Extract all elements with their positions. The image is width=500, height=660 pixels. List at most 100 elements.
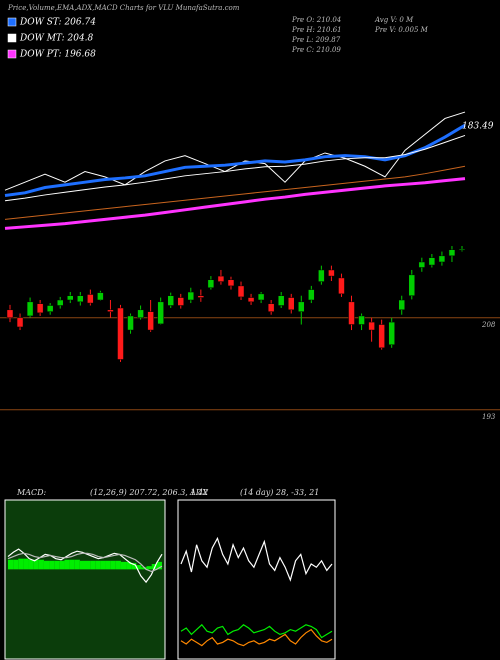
- stat-label: Avg V: 0 M: [374, 16, 414, 24]
- histogram-bar: [90, 560, 96, 570]
- histogram-bar: [74, 559, 80, 570]
- y-tick-label: 193: [482, 413, 496, 421]
- histogram-bar: [8, 559, 14, 570]
- candle-body: [368, 321, 375, 331]
- annotation: 183.49: [462, 122, 494, 132]
- histogram-bar: [18, 558, 24, 570]
- candle-body: [418, 261, 426, 268]
- histogram-bar: [141, 567, 147, 570]
- histogram-bar: [95, 560, 101, 570]
- candle-body: [287, 297, 295, 311]
- histogram-bar: [49, 560, 55, 570]
- histogram-bar: [28, 559, 34, 570]
- histogram-bar: [151, 564, 157, 570]
- histogram-bar: [54, 560, 60, 570]
- candle-body: [298, 301, 305, 312]
- candle-body: [187, 291, 195, 301]
- histogram-bar: [156, 561, 162, 570]
- candle-body: [167, 295, 174, 306]
- candle-body: [87, 294, 94, 304]
- histogram-bar: [33, 559, 39, 570]
- candle-body: [6, 309, 14, 319]
- legend-swatch: [7, 17, 17, 27]
- histogram-bar: [131, 562, 137, 570]
- candle-body: [348, 301, 355, 325]
- legend-label: DOW ST: 206.74: [19, 18, 96, 28]
- candle-body: [56, 299, 64, 306]
- indicator-line: [180, 623, 333, 639]
- candle-body: [458, 248, 466, 251]
- candle-body: [67, 295, 74, 301]
- histogram-bar: [100, 560, 106, 570]
- candle-body: [428, 257, 436, 266]
- candle-body: [408, 274, 416, 296]
- histogram-bar: [126, 561, 132, 570]
- candle-body: [227, 279, 235, 287]
- candle-body: [207, 279, 215, 288]
- legend-swatch: [7, 33, 17, 43]
- histogram-bar: [59, 560, 65, 570]
- legend-label: DOW MT: 204.8: [19, 34, 94, 44]
- indicator-line: [7, 552, 163, 573]
- panel-title: MACD:: [16, 488, 47, 497]
- candle-body: [398, 299, 405, 311]
- histogram-bar: [13, 559, 19, 570]
- candle-body: [267, 303, 275, 312]
- candle-body: [308, 289, 315, 301]
- indicator-line: [180, 536, 333, 582]
- candle-body: [127, 315, 134, 331]
- candle-body: [46, 305, 54, 312]
- stat-label: Pre L: 209.87: [291, 36, 341, 44]
- y-tick-label: 208: [481, 321, 496, 329]
- candle-body: [388, 321, 395, 346]
- candle-body: [77, 295, 84, 303]
- price-line: [4, 177, 466, 230]
- candle-body: [378, 324, 385, 349]
- candle-body: [338, 277, 345, 295]
- stat-label: Pre O: 210.04: [291, 16, 341, 24]
- histogram-bar: [120, 561, 127, 570]
- candle-body: [217, 275, 225, 282]
- candle-body: [328, 269, 335, 277]
- stat-label: Pre V: 0.005 M: [374, 26, 429, 34]
- price-line: [4, 134, 466, 202]
- histogram-bar: [136, 565, 142, 570]
- indicator-line: [180, 628, 333, 647]
- candle-body: [358, 315, 365, 325]
- histogram-bar: [85, 560, 91, 570]
- candle-body: [157, 301, 164, 325]
- stat-label: Pre H: 210.61: [291, 26, 342, 34]
- candle-body: [16, 317, 24, 328]
- histogram-bar: [105, 560, 111, 570]
- candle-body: [257, 293, 265, 301]
- candle-body: [107, 309, 114, 312]
- histogram-bar: [64, 559, 70, 570]
- legend-swatch: [7, 49, 17, 59]
- stat-label: Pre C: 210.09: [291, 46, 341, 54]
- panel-subtitle: (14 day) 28, -33, 21: [240, 488, 319, 497]
- histogram-bar: [38, 559, 44, 570]
- price-line: [4, 123, 466, 197]
- panel-frame: [4, 499, 166, 660]
- candle-body: [117, 307, 124, 360]
- candle-body: [318, 269, 325, 282]
- histogram-bar: [69, 559, 75, 570]
- candle-body: [247, 297, 255, 303]
- panel-subtitle: (12,26,9) 207.72, 206.3, 1.42: [90, 488, 208, 497]
- legend-label: DOW PT: 196.68: [19, 50, 96, 60]
- histogram-bar: [43, 560, 50, 570]
- candle-body: [147, 311, 154, 331]
- histogram-bar: [110, 560, 116, 570]
- candle-body: [448, 249, 456, 257]
- histogram-bar: [23, 558, 29, 570]
- histogram-bar: [115, 560, 121, 570]
- histogram-bar: [146, 566, 152, 570]
- candle-body: [137, 309, 144, 319]
- candle-body: [237, 285, 245, 298]
- histogram-bar: [79, 560, 85, 570]
- candle-body: [36, 303, 44, 314]
- chart-title: Price,Volume,EMA,ADX,MACD Charts for VLU…: [7, 4, 240, 12]
- candle-body: [97, 292, 104, 301]
